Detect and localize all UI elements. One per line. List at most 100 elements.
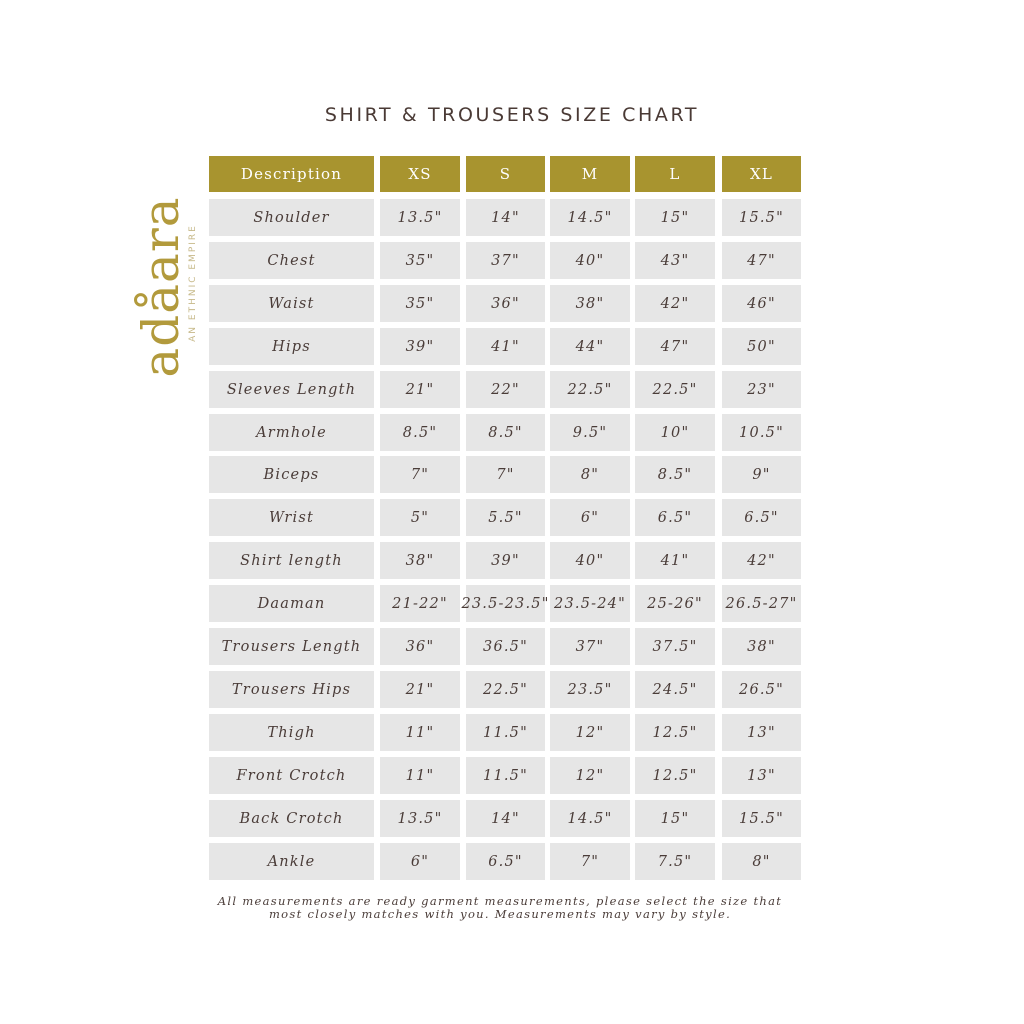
size-value: 11.5" — [466, 714, 545, 751]
column-header: S — [466, 156, 545, 192]
size-value: 8" — [550, 456, 630, 493]
size-value: 15.5" — [722, 800, 801, 837]
size-value: 38" — [380, 542, 460, 579]
measurement-note: All measurements are ready garment measu… — [217, 894, 783, 921]
size-value: 12" — [550, 714, 630, 751]
size-value: 39" — [380, 328, 460, 365]
size-value: 36" — [466, 285, 545, 322]
size-value: 15" — [635, 199, 715, 236]
brand-logo: adåara AN ETHNIC EMPIRE — [118, 190, 208, 380]
row-label: Trousers Length — [209, 628, 374, 665]
size-value: 37.5" — [635, 628, 715, 665]
size-value: 44" — [550, 328, 630, 365]
size-value: 42" — [722, 542, 801, 579]
size-value: 43" — [635, 242, 715, 279]
size-value: 8.5" — [380, 414, 460, 451]
size-value: 46" — [722, 285, 801, 322]
size-value: 35" — [380, 285, 460, 322]
row-label: Wrist — [209, 499, 374, 536]
row-label: Front Crotch — [209, 757, 374, 794]
size-value: 8.5" — [635, 456, 715, 493]
row-label: Sleeves Length — [209, 371, 374, 408]
column-header: XL — [722, 156, 801, 192]
row-label: Back Crotch — [209, 800, 374, 837]
size-value: 35" — [380, 242, 460, 279]
row-label: Hips — [209, 328, 374, 365]
size-value: 22" — [466, 371, 545, 408]
size-value: 23.5" — [550, 671, 630, 708]
size-value: 39" — [466, 542, 545, 579]
size-value: 22.5" — [550, 371, 630, 408]
size-value: 22.5" — [466, 671, 545, 708]
size-value: 25-26" — [635, 585, 715, 622]
row-label: Thigh — [209, 714, 374, 751]
size-value: 40" — [550, 542, 630, 579]
size-value: 10.5" — [722, 414, 801, 451]
size-value: 13" — [722, 757, 801, 794]
size-value: 14" — [466, 800, 545, 837]
row-label: Daaman — [209, 585, 374, 622]
size-value: 11" — [380, 714, 460, 751]
size-value: 14.5" — [550, 199, 630, 236]
size-value: 15" — [635, 800, 715, 837]
size-value: 12.5" — [635, 714, 715, 751]
size-value: 14" — [466, 199, 545, 236]
size-value: 23.5-24" — [550, 585, 630, 622]
size-value: 22.5" — [635, 371, 715, 408]
size-value: 26.5-27" — [722, 585, 801, 622]
column-header: Description — [209, 156, 374, 192]
logo-wordmark: adåara — [132, 196, 190, 378]
row-label: Shirt length — [209, 542, 374, 579]
size-value: 38" — [550, 285, 630, 322]
size-value: 37" — [466, 242, 545, 279]
size-value: 24.5" — [635, 671, 715, 708]
size-value: 23.5-23.5" — [461, 585, 548, 622]
size-value: 7.5" — [635, 843, 715, 880]
size-value: 47" — [635, 328, 715, 365]
size-value: 36.5" — [466, 628, 545, 665]
size-value: 50" — [722, 328, 801, 365]
size-value: 5.5" — [466, 499, 545, 536]
size-value: 9.5" — [550, 414, 630, 451]
size-value: 21" — [380, 671, 460, 708]
size-value: 13.5" — [380, 800, 460, 837]
size-value: 37" — [550, 628, 630, 665]
row-label: Trousers Hips — [209, 671, 374, 708]
size-value: 11" — [380, 757, 460, 794]
row-label: Armhole — [209, 414, 374, 451]
size-value: 6.5" — [466, 843, 545, 880]
size-value: 40" — [550, 242, 630, 279]
size-value: 7" — [550, 843, 630, 880]
size-value: 11.5" — [466, 757, 545, 794]
row-label: Waist — [209, 285, 374, 322]
row-label: Biceps — [209, 456, 374, 493]
size-value: 15.5" — [722, 199, 801, 236]
size-value: 6.5" — [635, 499, 715, 536]
size-value: 41" — [466, 328, 545, 365]
size-value: 36" — [380, 628, 460, 665]
row-label: Ankle — [209, 843, 374, 880]
column-header: M — [550, 156, 630, 192]
size-value: 13.5" — [380, 199, 460, 236]
size-value: 41" — [635, 542, 715, 579]
size-value: 42" — [635, 285, 715, 322]
size-value: 12" — [550, 757, 630, 794]
size-value: 38" — [722, 628, 801, 665]
size-value: 6" — [380, 843, 460, 880]
size-value: 5" — [380, 499, 460, 536]
page-title: SHIRT & TROUSERS SIZE CHART — [324, 104, 700, 126]
size-value: 21" — [380, 371, 460, 408]
size-value: 47" — [722, 242, 801, 279]
size-value: 14.5" — [550, 800, 630, 837]
size-value: 10" — [635, 414, 715, 451]
size-value: 13" — [722, 714, 801, 751]
size-value: 7" — [466, 456, 545, 493]
size-value: 21-22" — [380, 585, 460, 622]
column-header: XS — [380, 156, 460, 192]
row-label: Chest — [209, 242, 374, 279]
size-value: 12.5" — [635, 757, 715, 794]
size-value: 9" — [722, 456, 801, 493]
size-value: 7" — [380, 456, 460, 493]
size-value: 6.5" — [722, 499, 801, 536]
size-value: 6" — [550, 499, 630, 536]
